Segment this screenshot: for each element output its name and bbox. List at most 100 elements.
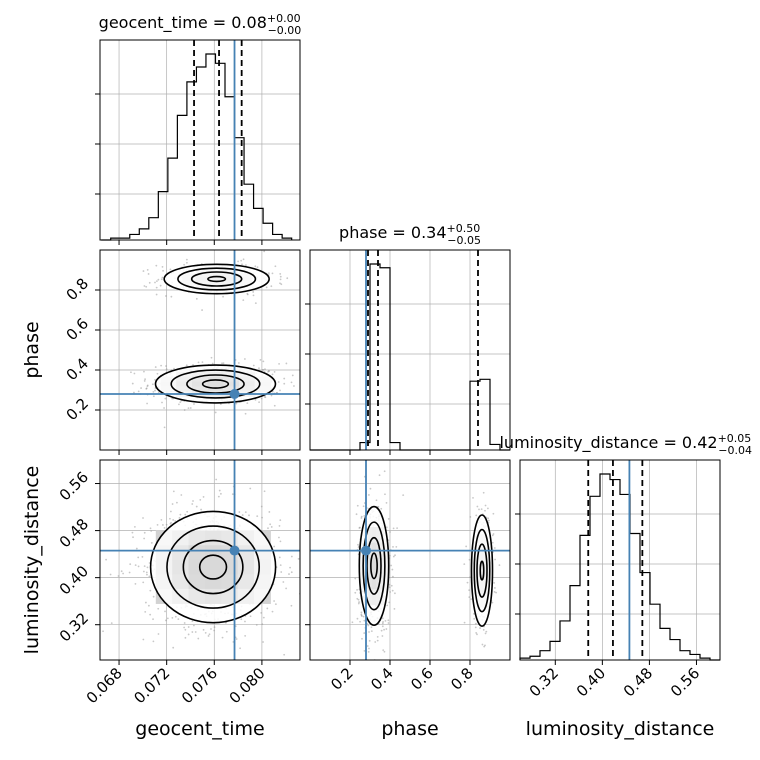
- sample-point: [378, 474, 381, 477]
- sample-point: [469, 516, 472, 518]
- sample-point: [242, 299, 245, 302]
- sample-point: [249, 615, 252, 618]
- sample-point: [279, 278, 282, 281]
- sample-point: [476, 505, 479, 508]
- sample-point: [263, 395, 266, 398]
- sample-point: [156, 372, 159, 375]
- sample-point: [240, 618, 243, 621]
- sample-point: [463, 563, 466, 565]
- diag-axes-luminosity_distance: [519, 459, 721, 661]
- sample-point: [351, 621, 354, 624]
- sample-point: [258, 401, 260, 404]
- sample-point: [472, 496, 474, 499]
- sample-point: [237, 260, 239, 263]
- sample-point: [183, 622, 186, 624]
- sample-point: [134, 582, 137, 585]
- sample-point: [149, 589, 152, 592]
- sample-point: [264, 368, 266, 371]
- sample-point: [150, 542, 153, 544]
- title-geocent_time: geocent_time = 0.08+0.00 −0.00: [99, 12, 302, 37]
- sample-point: [394, 592, 396, 595]
- sample-point: [122, 572, 124, 575]
- diag-axes-phase: [309, 249, 511, 451]
- sample-point: [244, 620, 246, 623]
- sample-point: [144, 601, 147, 604]
- truth-point: [229, 389, 240, 399]
- sample-point: [145, 387, 148, 390]
- sample-point: [474, 626, 477, 629]
- sample-point: [390, 564, 393, 567]
- sample-point: [357, 598, 360, 601]
- sample-point: [279, 275, 282, 278]
- sample-point: [285, 362, 288, 365]
- sample-point: [163, 526, 166, 529]
- sample-point: [363, 632, 366, 634]
- y-axis-label-phase: phase: [21, 321, 43, 378]
- sample-point: [184, 513, 187, 516]
- sample-point: [480, 508, 483, 511]
- sample-point: [161, 276, 164, 279]
- sample-point: [246, 402, 249, 405]
- sample-point: [170, 521, 172, 524]
- sample-point: [288, 573, 290, 575]
- sample-point: [186, 261, 188, 264]
- sample-point: [384, 493, 386, 496]
- sample-point: [154, 366, 157, 368]
- sample-point: [183, 409, 186, 411]
- title-plus: +0.00: [267, 12, 301, 25]
- sample-point: [463, 621, 466, 624]
- sample-point: [179, 401, 182, 404]
- sample-point: [476, 633, 478, 636]
- contour: [182, 539, 244, 595]
- sample-point: [267, 370, 269, 373]
- sample-point: [279, 519, 282, 522]
- sample-point: [387, 619, 390, 622]
- sample-point: [472, 612, 475, 615]
- sample-point: [280, 283, 283, 286]
- sample-point: [356, 504, 359, 507]
- x-tick-label: 0.48: [620, 664, 656, 700]
- sample-point: [241, 514, 244, 516]
- sample-point: [479, 627, 481, 629]
- sample-point: [256, 266, 259, 269]
- sample-point: [151, 383, 154, 386]
- sample-point: [283, 377, 286, 380]
- sample-point: [382, 649, 385, 651]
- sample-point: [194, 631, 197, 633]
- sample-point: [161, 524, 164, 526]
- sample-point: [278, 536, 280, 539]
- sample-point: [142, 638, 145, 641]
- sample-point: [271, 373, 274, 376]
- sample-point: [193, 403, 195, 405]
- y-tick-label: 0.2: [63, 394, 93, 424]
- sample-point: [468, 558, 471, 561]
- sample-point: [201, 361, 204, 364]
- sample-point: [241, 263, 243, 266]
- sample-point: [173, 367, 175, 370]
- sample-point: [394, 554, 396, 557]
- sample-point: [154, 378, 156, 381]
- sample-point: [381, 635, 384, 637]
- sample-point: [265, 286, 268, 289]
- sample-point: [191, 620, 194, 623]
- sample-point: [219, 492, 222, 495]
- sample-point: [195, 297, 198, 300]
- sample-point: [238, 511, 241, 513]
- x-tick-label: 0.56: [667, 664, 703, 700]
- sample-point: [389, 531, 391, 533]
- sample-point: [134, 564, 137, 567]
- sample-point: [152, 595, 155, 598]
- sample-point: [192, 363, 194, 366]
- sample-point: [217, 495, 220, 498]
- sample-point: [392, 527, 395, 530]
- sample-point: [357, 602, 360, 605]
- sample-point: [169, 268, 172, 271]
- sample-point: [381, 622, 384, 625]
- sample-point: [171, 616, 174, 619]
- sample-point: [468, 589, 471, 591]
- sample-point: [243, 358, 246, 360]
- sample-point: [376, 639, 379, 642]
- sample-point: [149, 527, 152, 530]
- sample-point: [157, 607, 160, 610]
- sample-point: [133, 525, 136, 528]
